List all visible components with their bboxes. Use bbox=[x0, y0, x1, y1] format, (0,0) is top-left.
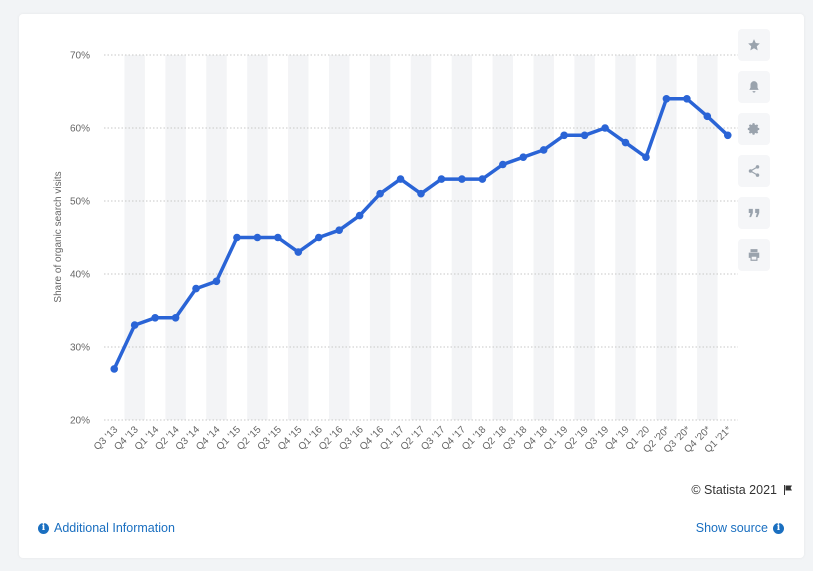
data-point[interactable] bbox=[478, 175, 487, 183]
data-point[interactable] bbox=[621, 138, 630, 147]
column-band bbox=[697, 55, 718, 420]
data-point[interactable] bbox=[151, 314, 159, 322]
y-tick-label: 30% bbox=[70, 343, 90, 354]
column-band bbox=[656, 55, 677, 420]
data-point[interactable] bbox=[601, 124, 609, 132]
data-point[interactable] bbox=[683, 95, 691, 103]
data-point[interactable] bbox=[171, 314, 180, 322]
series-points bbox=[110, 95, 732, 373]
data-point[interactable] bbox=[335, 226, 343, 234]
data-point[interactable] bbox=[130, 321, 139, 329]
copyright-notice: © Statista 2021 bbox=[691, 483, 794, 497]
column-band bbox=[615, 55, 636, 420]
favorite-button[interactable] bbox=[738, 29, 770, 61]
bell-icon bbox=[749, 81, 759, 93]
y-tick-label: 60% bbox=[70, 124, 90, 135]
y-axis-ticks: 20% 30% 40% 50% 60% 70% bbox=[70, 51, 90, 427]
data-point[interactable] bbox=[703, 112, 712, 121]
show-source-label: Show source bbox=[695, 521, 768, 535]
data-point[interactable] bbox=[662, 95, 671, 103]
data-point[interactable] bbox=[274, 233, 282, 242]
share-icon bbox=[748, 165, 760, 177]
data-point[interactable] bbox=[192, 284, 200, 293]
print-button[interactable] bbox=[738, 239, 770, 271]
y-axis-label: Share of organic search visits bbox=[53, 171, 64, 302]
show-source-link[interactable]: Show source i bbox=[696, 521, 784, 535]
data-point[interactable] bbox=[233, 233, 241, 242]
data-point[interactable] bbox=[417, 189, 425, 198]
star-icon bbox=[748, 39, 760, 51]
column-band bbox=[288, 55, 309, 420]
y-tick-label: 50% bbox=[70, 197, 90, 208]
settings-button[interactable] bbox=[738, 113, 770, 145]
data-point[interactable] bbox=[253, 233, 262, 242]
data-point[interactable] bbox=[723, 131, 732, 140]
notification-button[interactable] bbox=[738, 71, 770, 103]
column-band bbox=[165, 55, 186, 420]
data-point[interactable] bbox=[437, 175, 446, 183]
data-point[interactable] bbox=[539, 146, 548, 154]
data-point[interactable] bbox=[314, 233, 323, 242]
additional-information-label: Additional Information bbox=[54, 521, 175, 535]
additional-information-link[interactable]: i Additional Information bbox=[38, 521, 175, 535]
info-icon: i bbox=[773, 522, 784, 534]
copyright-text: © Statista 2021 bbox=[691, 483, 777, 497]
data-point[interactable] bbox=[642, 153, 650, 161]
column-band bbox=[206, 55, 227, 420]
y-tick-label: 20% bbox=[70, 416, 90, 427]
cite-button[interactable] bbox=[738, 197, 770, 229]
column-band bbox=[328, 55, 350, 420]
column-bands bbox=[124, 55, 718, 420]
data-point[interactable] bbox=[580, 131, 589, 140]
data-point[interactable] bbox=[499, 160, 507, 169]
gear-icon bbox=[747, 123, 760, 135]
data-point[interactable] bbox=[355, 211, 364, 220]
share-button[interactable] bbox=[738, 155, 770, 187]
column-band bbox=[451, 55, 473, 420]
column-band bbox=[492, 55, 514, 420]
info-icon: i bbox=[38, 522, 49, 534]
data-point[interactable] bbox=[294, 248, 303, 256]
print-icon bbox=[748, 249, 760, 261]
quote-icon bbox=[748, 208, 760, 218]
y-tick-label: 40% bbox=[70, 270, 90, 281]
data-point[interactable] bbox=[212, 277, 221, 286]
data-point[interactable] bbox=[376, 189, 384, 198]
column-band bbox=[124, 55, 145, 420]
column-band bbox=[533, 55, 554, 420]
data-point[interactable] bbox=[110, 365, 119, 373]
flag-icon bbox=[784, 485, 792, 495]
column-band bbox=[369, 55, 391, 420]
data-point[interactable] bbox=[519, 153, 528, 161]
column-band bbox=[574, 55, 595, 420]
y-tick-label: 70% bbox=[70, 51, 90, 62]
data-point[interactable] bbox=[396, 175, 405, 183]
data-point[interactable] bbox=[458, 175, 466, 183]
data-point[interactable] bbox=[560, 131, 568, 140]
gridlines bbox=[104, 54, 738, 421]
column-band bbox=[410, 55, 432, 420]
